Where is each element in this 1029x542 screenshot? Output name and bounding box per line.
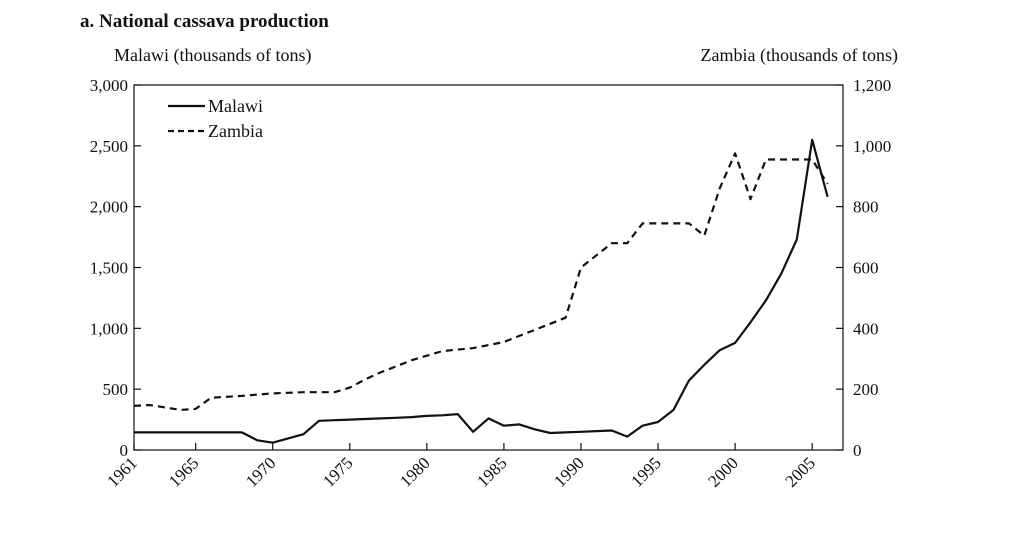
- left-y-tick-label: 3,000: [90, 76, 128, 95]
- right-y-tick-label: 600: [853, 259, 879, 278]
- x-tick-label: 1975: [319, 453, 356, 490]
- right-y-tick-label: 800: [853, 198, 879, 217]
- right-y-tick-label: 400: [853, 319, 879, 338]
- left-axis-title: Malawi (thousands of tons): [114, 45, 311, 66]
- right-y-tick-label: 0: [853, 441, 862, 460]
- x-tick-label: 1990: [550, 453, 587, 490]
- x-tick-label: 1965: [165, 453, 202, 490]
- series-lines: [133, 138, 829, 444]
- right-y-tick-label: 1,000: [853, 137, 891, 156]
- left-y-tick-label: 0: [120, 441, 129, 460]
- left-y-tick-label: 2,500: [90, 137, 128, 156]
- x-tick-label: 1995: [627, 453, 664, 490]
- legend-label-zambia: Zambia: [208, 121, 263, 141]
- left-y-tick-label: 1,000: [90, 319, 128, 338]
- x-tick-label: 2005: [782, 453, 819, 490]
- x-tick-label: 1970: [242, 453, 279, 490]
- axis-ticks: 0 500 1,000 1,500 2,000 2,500 3,000 0 200 400 600 8…: [90, 76, 892, 491]
- series-line-malawi: [134, 138, 829, 444]
- left-y-tick-label: 2,000: [90, 198, 128, 217]
- x-tick-label: 1980: [396, 453, 433, 490]
- x-tick-label: 1961: [103, 453, 140, 490]
- legend-label-malawi: Malawi: [208, 96, 263, 116]
- left-y-tick-label: 1,500: [90, 259, 128, 278]
- right-y-tick-label: 1,200: [853, 76, 891, 95]
- x-tick-label: 2000: [704, 453, 741, 490]
- chart-title: a. National cassava production: [80, 11, 329, 32]
- right-axis-title: Zambia (thousands of tons): [701, 45, 898, 66]
- right-y-tick-label: 200: [853, 380, 879, 399]
- legend: Malawi Zambia: [168, 96, 263, 141]
- left-y-tick-label: 500: [103, 380, 129, 399]
- x-tick-label: 1985: [473, 453, 510, 490]
- series-line-zambia: [133, 152, 829, 411]
